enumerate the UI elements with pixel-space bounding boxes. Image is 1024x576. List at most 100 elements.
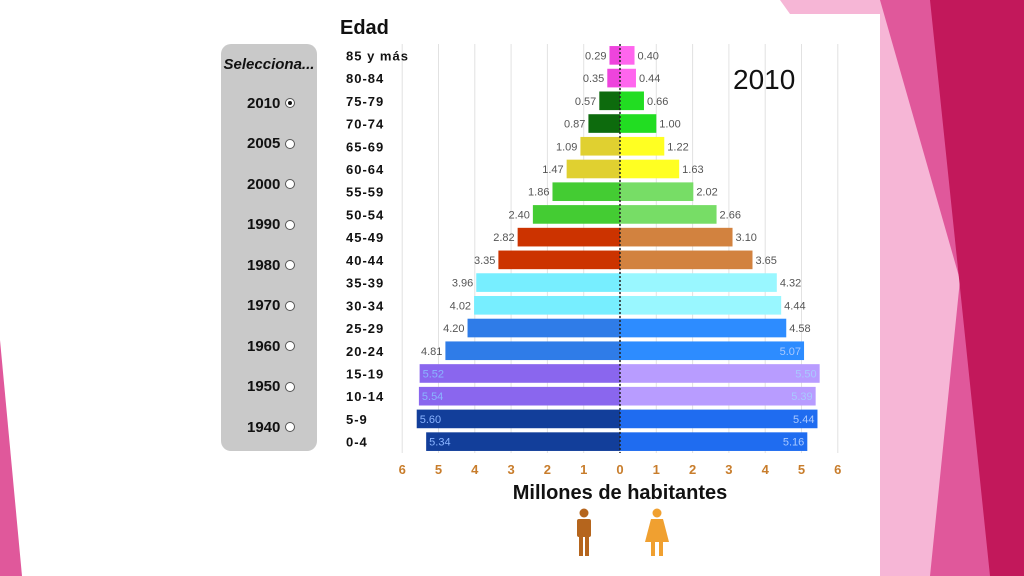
data-label-right: 2.02 <box>696 187 717 199</box>
female-icon <box>652 508 662 518</box>
radio-icon[interactable] <box>285 300 296 311</box>
age-group-label: 15-19 <box>346 366 384 381</box>
x-axis-label: Millones de habitantes <box>512 482 728 504</box>
bar-left-60-64 <box>566 159 620 179</box>
bar-right-40-44 <box>620 250 753 270</box>
year-option-label: 2005 <box>247 135 281 152</box>
radio-icon[interactable] <box>285 219 296 230</box>
age-group-label: 40-44 <box>346 253 384 268</box>
year-option-1940[interactable]: 1940 <box>247 417 296 437</box>
x-tick-label: 4 <box>471 462 479 477</box>
data-label-right: 1.00 <box>659 119 680 131</box>
bar-left-35-39 <box>476 273 620 292</box>
radio-icon[interactable] <box>285 422 296 432</box>
bar-right-45-49 <box>620 227 733 247</box>
radio-icon[interactable] <box>285 138 296 149</box>
year-option-label: 1970 <box>247 297 281 314</box>
age-group-label: 65-69 <box>346 139 384 154</box>
bg-pink-shape-left-front <box>0 340 22 576</box>
age-group-label: 75-79 <box>346 94 384 109</box>
radio-icon[interactable] <box>285 179 296 189</box>
data-label-left: 4.02 <box>450 300 471 312</box>
bar-left-65-69 <box>580 136 620 156</box>
female-icon-leg <box>659 541 663 556</box>
radio-icon[interactable] <box>285 381 296 392</box>
age-group-label: 20-24 <box>346 344 384 359</box>
age-group-label: 50-54 <box>346 207 384 222</box>
year-option-2010[interactable]: 2010 <box>247 93 296 113</box>
data-label-right: 5.39 <box>791 391 812 403</box>
male-icon <box>579 508 589 518</box>
female-icon-dress <box>645 519 669 542</box>
bar-right-30-34 <box>620 295 782 315</box>
data-label-left: 0.35 <box>583 73 604 85</box>
data-label-right: 3.65 <box>755 255 776 267</box>
bar-left-50-54 <box>532 205 620 224</box>
age-group-label: 55-59 <box>346 185 384 200</box>
radio-icon[interactable] <box>285 260 296 270</box>
bar-left-20-24 <box>445 341 620 361</box>
data-label-right: 0.66 <box>647 96 668 108</box>
bar-left-30-34 <box>474 295 620 315</box>
data-label-left: 3.96 <box>452 278 473 290</box>
x-tick-label: 3 <box>507 462 514 477</box>
bar-left-80-84 <box>607 68 620 88</box>
y-axis-label: Edad <box>340 17 389 39</box>
x-tick-label: 4 <box>762 462 770 477</box>
year-option-label: 1960 <box>247 337 281 355</box>
year-option-2000[interactable]: 2000 <box>247 174 296 194</box>
x-tick-label: 3 <box>725 462 732 477</box>
bar-right-80-84 <box>620 68 636 88</box>
bar-left-15-19 <box>419 364 620 383</box>
x-tick-label: 2 <box>544 462 551 477</box>
data-label-right: 4.32 <box>780 278 801 290</box>
x-tick-label: 6 <box>399 462 406 477</box>
bar-right-10-14 <box>620 386 816 406</box>
bar-left-10-14 <box>418 386 620 406</box>
year-option-1980[interactable]: 1980 <box>247 255 296 275</box>
radio-icon[interactable] <box>285 98 296 108</box>
age-group-label: 35-39 <box>346 276 384 291</box>
year-option-1950[interactable]: 1950 <box>247 377 296 397</box>
bar-right-20-24 <box>620 341 805 361</box>
age-group-label: 45-49 <box>346 230 384 245</box>
data-label-left: 2.40 <box>508 209 529 221</box>
male-icon-leg <box>585 536 589 556</box>
chart-year-title: 2010 <box>733 64 796 95</box>
year-option-1970[interactable]: 1970 <box>247 296 296 316</box>
radio-icon[interactable] <box>285 341 296 351</box>
bar-left-70-74 <box>588 114 620 133</box>
year-option-label: 2000 <box>247 175 281 193</box>
age-group-label: 60-64 <box>346 162 384 177</box>
bar-left-0-4 <box>426 432 620 451</box>
year-selector-panel: Selecciona... 2010 2005 2000 1990 1980 1970 19… <box>221 44 317 451</box>
data-label-right: 5.16 <box>783 437 804 449</box>
data-label-left: 5.60 <box>420 414 441 426</box>
data-label-right: 2.66 <box>720 209 741 221</box>
age-group-label: 80-84 <box>346 71 384 86</box>
year-option-label: 1990 <box>247 216 281 233</box>
year-option-label: 1950 <box>247 378 281 395</box>
data-label-left: 1.47 <box>542 164 563 176</box>
data-label-right: 1.63 <box>682 164 703 176</box>
bar-right-55-59 <box>620 182 694 202</box>
year-option-1990[interactable]: 1990 <box>247 215 296 235</box>
year-option-1960[interactable]: 1960 <box>247 336 296 356</box>
data-label-right: 5.50 <box>795 368 816 380</box>
bar-right-0-4 <box>620 432 808 451</box>
data-label-right: 0.44 <box>639 73 660 85</box>
bar-right-25-29 <box>620 318 787 338</box>
x-tick-label: 1 <box>653 462 660 477</box>
bar-left-85 y más <box>609 46 620 65</box>
bar-left-40-44 <box>498 250 620 270</box>
bar-right-50-54 <box>620 205 717 224</box>
bar-left-55-59 <box>552 182 620 202</box>
bar-left-75-79 <box>599 91 620 111</box>
bar-right-65-69 <box>620 136 665 156</box>
data-label-right: 3.10 <box>736 232 757 244</box>
year-option-2005[interactable]: 2005 <box>247 134 296 154</box>
bar-left-45-49 <box>517 227 620 247</box>
data-label-right: 5.44 <box>793 414 814 426</box>
data-label-left: 0.29 <box>585 50 606 62</box>
age-group-label: 5-9 <box>346 412 368 427</box>
